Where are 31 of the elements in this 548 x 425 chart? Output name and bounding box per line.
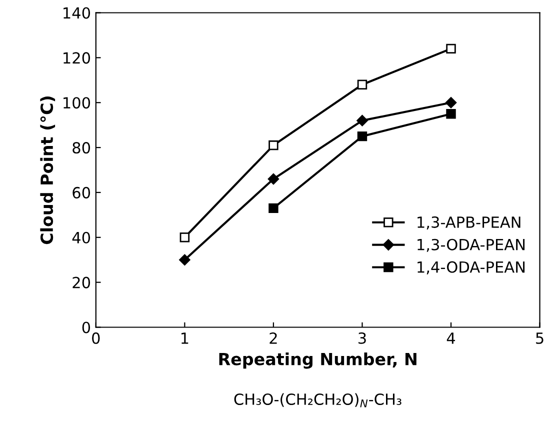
text: CH₃O-(CH₂CH₂O)$_{N}$-CH₃ (234, 393, 402, 408)
point (446, 44, 456, 54)
y-tick-label: 20 (72, 276, 90, 288)
y-tick-label: 100 (64, 97, 90, 109)
y-tick-label: 80 (72, 142, 90, 154)
point (268, 140, 278, 150)
point (356, 114, 368, 126)
y-tick-label: 140 (64, 7, 90, 19)
y-tick-label: 40 (72, 232, 90, 244)
legend-label: 1,4-ODA-PEAN (418, 261, 525, 274)
x-tick-label: 0 (92, 332, 100, 344)
y-tick-label: 60 (72, 186, 90, 198)
x-axis-title: Repeating Number, N (219, 352, 416, 369)
y-tick-label: 120 (64, 52, 90, 64)
legend-label: 1,3-APB-PEAN (418, 216, 520, 230)
x-tick-label: 5 (536, 332, 544, 344)
point (268, 173, 280, 185)
x-tick-label: 2 (270, 332, 277, 344)
point (180, 232, 190, 242)
point (179, 254, 190, 266)
point (268, 203, 278, 214)
y-tick-label: 0 (82, 322, 90, 334)
point (445, 97, 457, 108)
point (357, 131, 368, 142)
legend-label: 1,3-ODA-PEAN (418, 238, 525, 252)
x-tick-label: 4 (446, 332, 456, 344)
y-axis-title: Cloud Point (°C) (40, 96, 56, 244)
x-tick-label: 3 (358, 332, 366, 344)
point (446, 108, 456, 119)
x-tick-label: 1 (181, 332, 188, 344)
point (357, 80, 368, 90)
